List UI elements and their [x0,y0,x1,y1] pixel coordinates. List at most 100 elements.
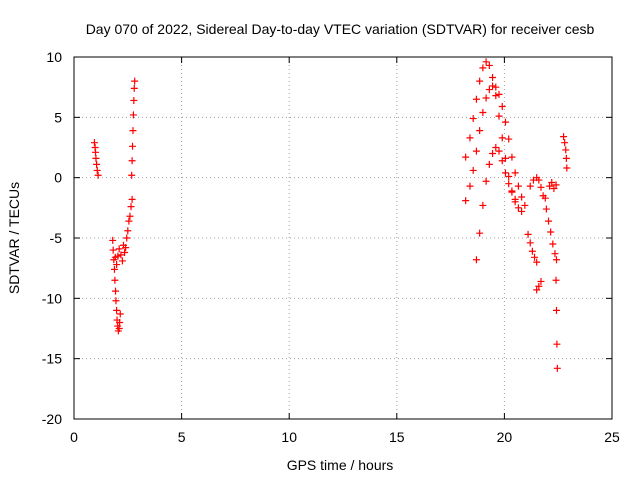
data-point [533,286,541,294]
data-point [552,306,560,314]
data-point [129,142,137,150]
data-point [479,109,487,117]
data-point [462,153,470,161]
data-point [117,251,125,259]
x-tick-label: 15 [389,429,405,445]
data-point [518,193,526,201]
data-point [109,236,117,244]
data-point [498,134,506,142]
data-point [492,83,500,91]
data-point [129,111,137,119]
data-point [113,306,121,314]
data-point [485,160,493,168]
data-point [94,171,102,179]
y-tick-label: -20 [42,411,62,427]
data-point [561,139,569,147]
data-point [466,182,474,190]
data-point [505,135,513,143]
data-point [472,147,480,155]
data-point [482,58,490,66]
x-tick-label: 25 [604,429,620,445]
data-point [128,171,136,179]
data-point [123,234,131,242]
data-point [547,228,555,236]
data-point [113,261,121,269]
data-point [535,282,543,290]
y-tick-label: 0 [54,170,62,186]
data-point [545,217,553,225]
data-point [130,84,138,92]
data-point [127,203,135,211]
data-point [514,182,522,190]
data-point [508,153,516,161]
data-point [508,188,516,196]
data-point [511,169,519,177]
x-axis-label: GPS time / hours [287,457,394,473]
data-point [548,178,556,186]
data-point [462,197,470,205]
data-point [551,250,559,258]
data-point [526,239,534,247]
data-point [116,310,124,318]
data-point [92,154,100,162]
data-point [498,157,506,165]
data-point [562,154,570,162]
data-point [122,244,130,252]
data-point [501,118,509,126]
data-point [495,147,503,155]
data-point [553,364,561,372]
data-point [479,201,487,209]
data-point [115,245,123,253]
data-point [110,265,118,273]
data-point [498,102,506,110]
data-point [552,181,560,189]
y-tick-label: 10 [46,49,62,65]
data-point [531,253,539,261]
data-point [112,297,120,305]
y-axis-label: SDTVAR / TECUs [6,182,22,294]
data-series [90,58,571,372]
data-point [489,74,497,82]
data-point [469,115,477,123]
data-point [476,127,484,135]
chart-title: Day 070 of 2022, Sidereal Day-to-day VTE… [86,21,595,37]
data-point [537,183,545,191]
data-point [495,112,503,120]
data-point [93,166,101,174]
y-tick-label: -10 [42,290,62,306]
data-point [121,248,129,256]
x-tick-label: 5 [178,429,186,445]
data-point [116,318,124,326]
data-point [112,287,120,295]
data-point [485,86,493,94]
data-point [92,148,100,156]
data-point [489,82,497,90]
data-point [472,256,480,264]
data-point [514,204,522,212]
x-tick-label: 0 [70,429,78,445]
y-tick-label: -5 [50,230,63,246]
data-point [476,229,484,237]
data-point [482,94,490,102]
data-point [476,77,484,85]
data-point [469,166,477,174]
data-point [109,246,117,254]
data-point [521,201,529,209]
data-point [111,276,119,284]
data-point [115,325,123,332]
data-point [552,276,560,284]
data-point [526,182,534,190]
data-point [511,195,519,203]
x-tick-label: 10 [281,429,297,445]
data-point [505,180,513,188]
data-point [93,160,101,168]
data-point [524,230,532,238]
data-point [124,227,132,235]
data-point [126,212,134,220]
y-tick-label: -15 [42,351,62,367]
data-point [489,150,497,158]
data-point [542,205,550,213]
data-point [492,144,500,151]
